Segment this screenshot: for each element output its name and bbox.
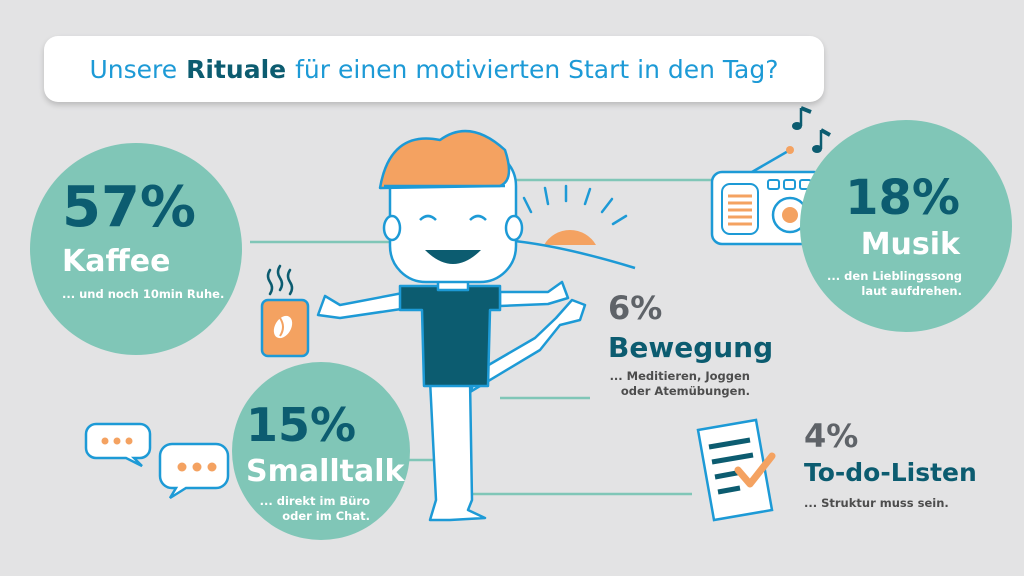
smalltalk-subtext-2: oder im Chat. [282, 509, 370, 523]
title-card [44, 36, 824, 102]
kaffee-circle [30, 143, 242, 355]
coffee-cup-icon [260, 264, 310, 358]
musik-subtext-2: laut aufdrehen. [861, 284, 962, 298]
musik-label: Musik [860, 227, 960, 262]
sun-icon [504, 184, 636, 270]
bewegung-label: Bewegung [608, 331, 774, 364]
todo-label: To-do-Listen [804, 458, 977, 487]
title-post: für einen motivierten Start in den Tag? [295, 54, 779, 84]
todo-percent: 4% [804, 417, 859, 455]
kaffee-label: Kaffee [62, 244, 171, 279]
kaffee-percent: 57% [62, 175, 197, 240]
music-notes-icon [792, 106, 831, 153]
bewegung-subtext-1: ... Meditieren, Joggen [609, 369, 750, 383]
connector-lines [250, 178, 712, 496]
todo-checklist-icon [696, 418, 776, 522]
smalltalk-percent: 15% [246, 398, 357, 452]
title-pre: Unsere [89, 54, 178, 84]
person-illustration [316, 129, 587, 522]
kaffee-subtext: ... und noch 10min Ruhe. [62, 287, 225, 301]
chat-bubble-icon [84, 422, 230, 500]
musik-circle [800, 120, 1012, 332]
bewegung-subtext-2: oder Atemübungen. [620, 384, 750, 398]
bewegung-percent: 6% [608, 289, 663, 327]
smalltalk-subtext-1: ... direkt im Büro [259, 494, 370, 508]
musik-percent: 18% [845, 170, 960, 226]
todo-subtext: ... Struktur muss sein. [804, 496, 949, 510]
page-title: Unsere Rituale für einen motivierten Sta… [44, 36, 824, 102]
smalltalk-circle [232, 362, 410, 540]
radio-icon [710, 146, 826, 246]
title-bold: Rituale [186, 54, 287, 84]
musik-subtext-1: ... den Lieblingssong [827, 269, 962, 283]
smalltalk-label: Smalltalk [246, 454, 405, 489]
